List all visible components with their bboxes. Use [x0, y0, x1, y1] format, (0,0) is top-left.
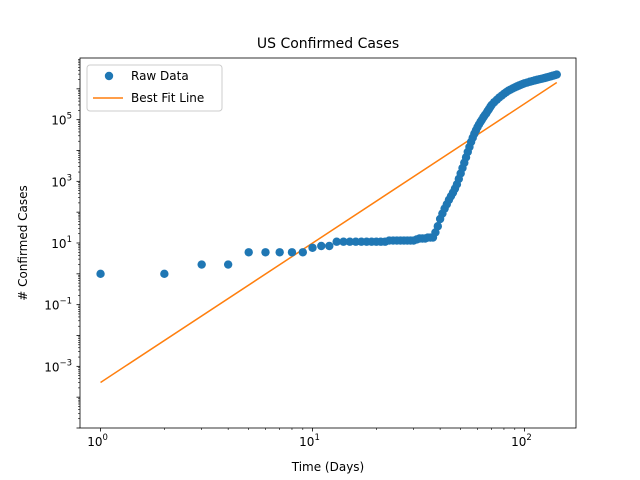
raw-data-point: [160, 269, 169, 279]
raw-data-point: [433, 222, 443, 231]
raw-data-point: [298, 248, 308, 257]
raw-data-point: [339, 237, 348, 246]
raw-data-point: [332, 237, 341, 246]
y-tick-label: 101: [51, 235, 72, 251]
raw-data-point: [317, 241, 326, 251]
x-tick-label: 101: [299, 433, 320, 449]
y-axis-ticks: 10−3 10−1 101 103 105: [44, 59, 80, 429]
legend-fit-label: Best Fit Line: [131, 91, 204, 105]
raw-data-point: [552, 70, 561, 79]
y-tick-label: 10−1: [44, 297, 72, 313]
raw-data-point: [308, 243, 317, 252]
y-tick-label: 10−3: [44, 358, 72, 374]
raw-data-point: [261, 248, 270, 257]
x-axis-ticks: 100 101 102: [87, 428, 532, 449]
raw-data-point: [244, 248, 253, 257]
x-tick-label: 100: [87, 433, 108, 449]
y-tick-label: 105: [51, 112, 72, 128]
legend-raw-marker: [104, 71, 114, 81]
raw-data-series: [96, 70, 561, 279]
x-axis-label: Time (Days): [291, 460, 365, 474]
raw-data-point: [345, 237, 355, 246]
y-axis-label: # Confirmed Cases: [16, 185, 30, 301]
y-tick-label: 103: [51, 173, 72, 189]
chart-title: US Confirmed Cases: [257, 36, 399, 52]
legend-box: [86, 64, 223, 112]
raw-data-point: [325, 241, 334, 251]
raw-data-point: [223, 260, 233, 269]
best-fit-series: [100, 81, 558, 384]
plot-frame: [79, 57, 577, 429]
legend: Raw Data Best Fit Line: [86, 64, 223, 112]
raw-data-point: [96, 269, 105, 279]
raw-data-point: [275, 248, 284, 257]
raw-data-point: [197, 260, 206, 269]
raw-data-point: [287, 248, 297, 257]
best-fit-line: [100, 81, 558, 384]
x-tick-label: 102: [511, 433, 532, 449]
legend-raw-label: Raw Data: [131, 69, 189, 83]
